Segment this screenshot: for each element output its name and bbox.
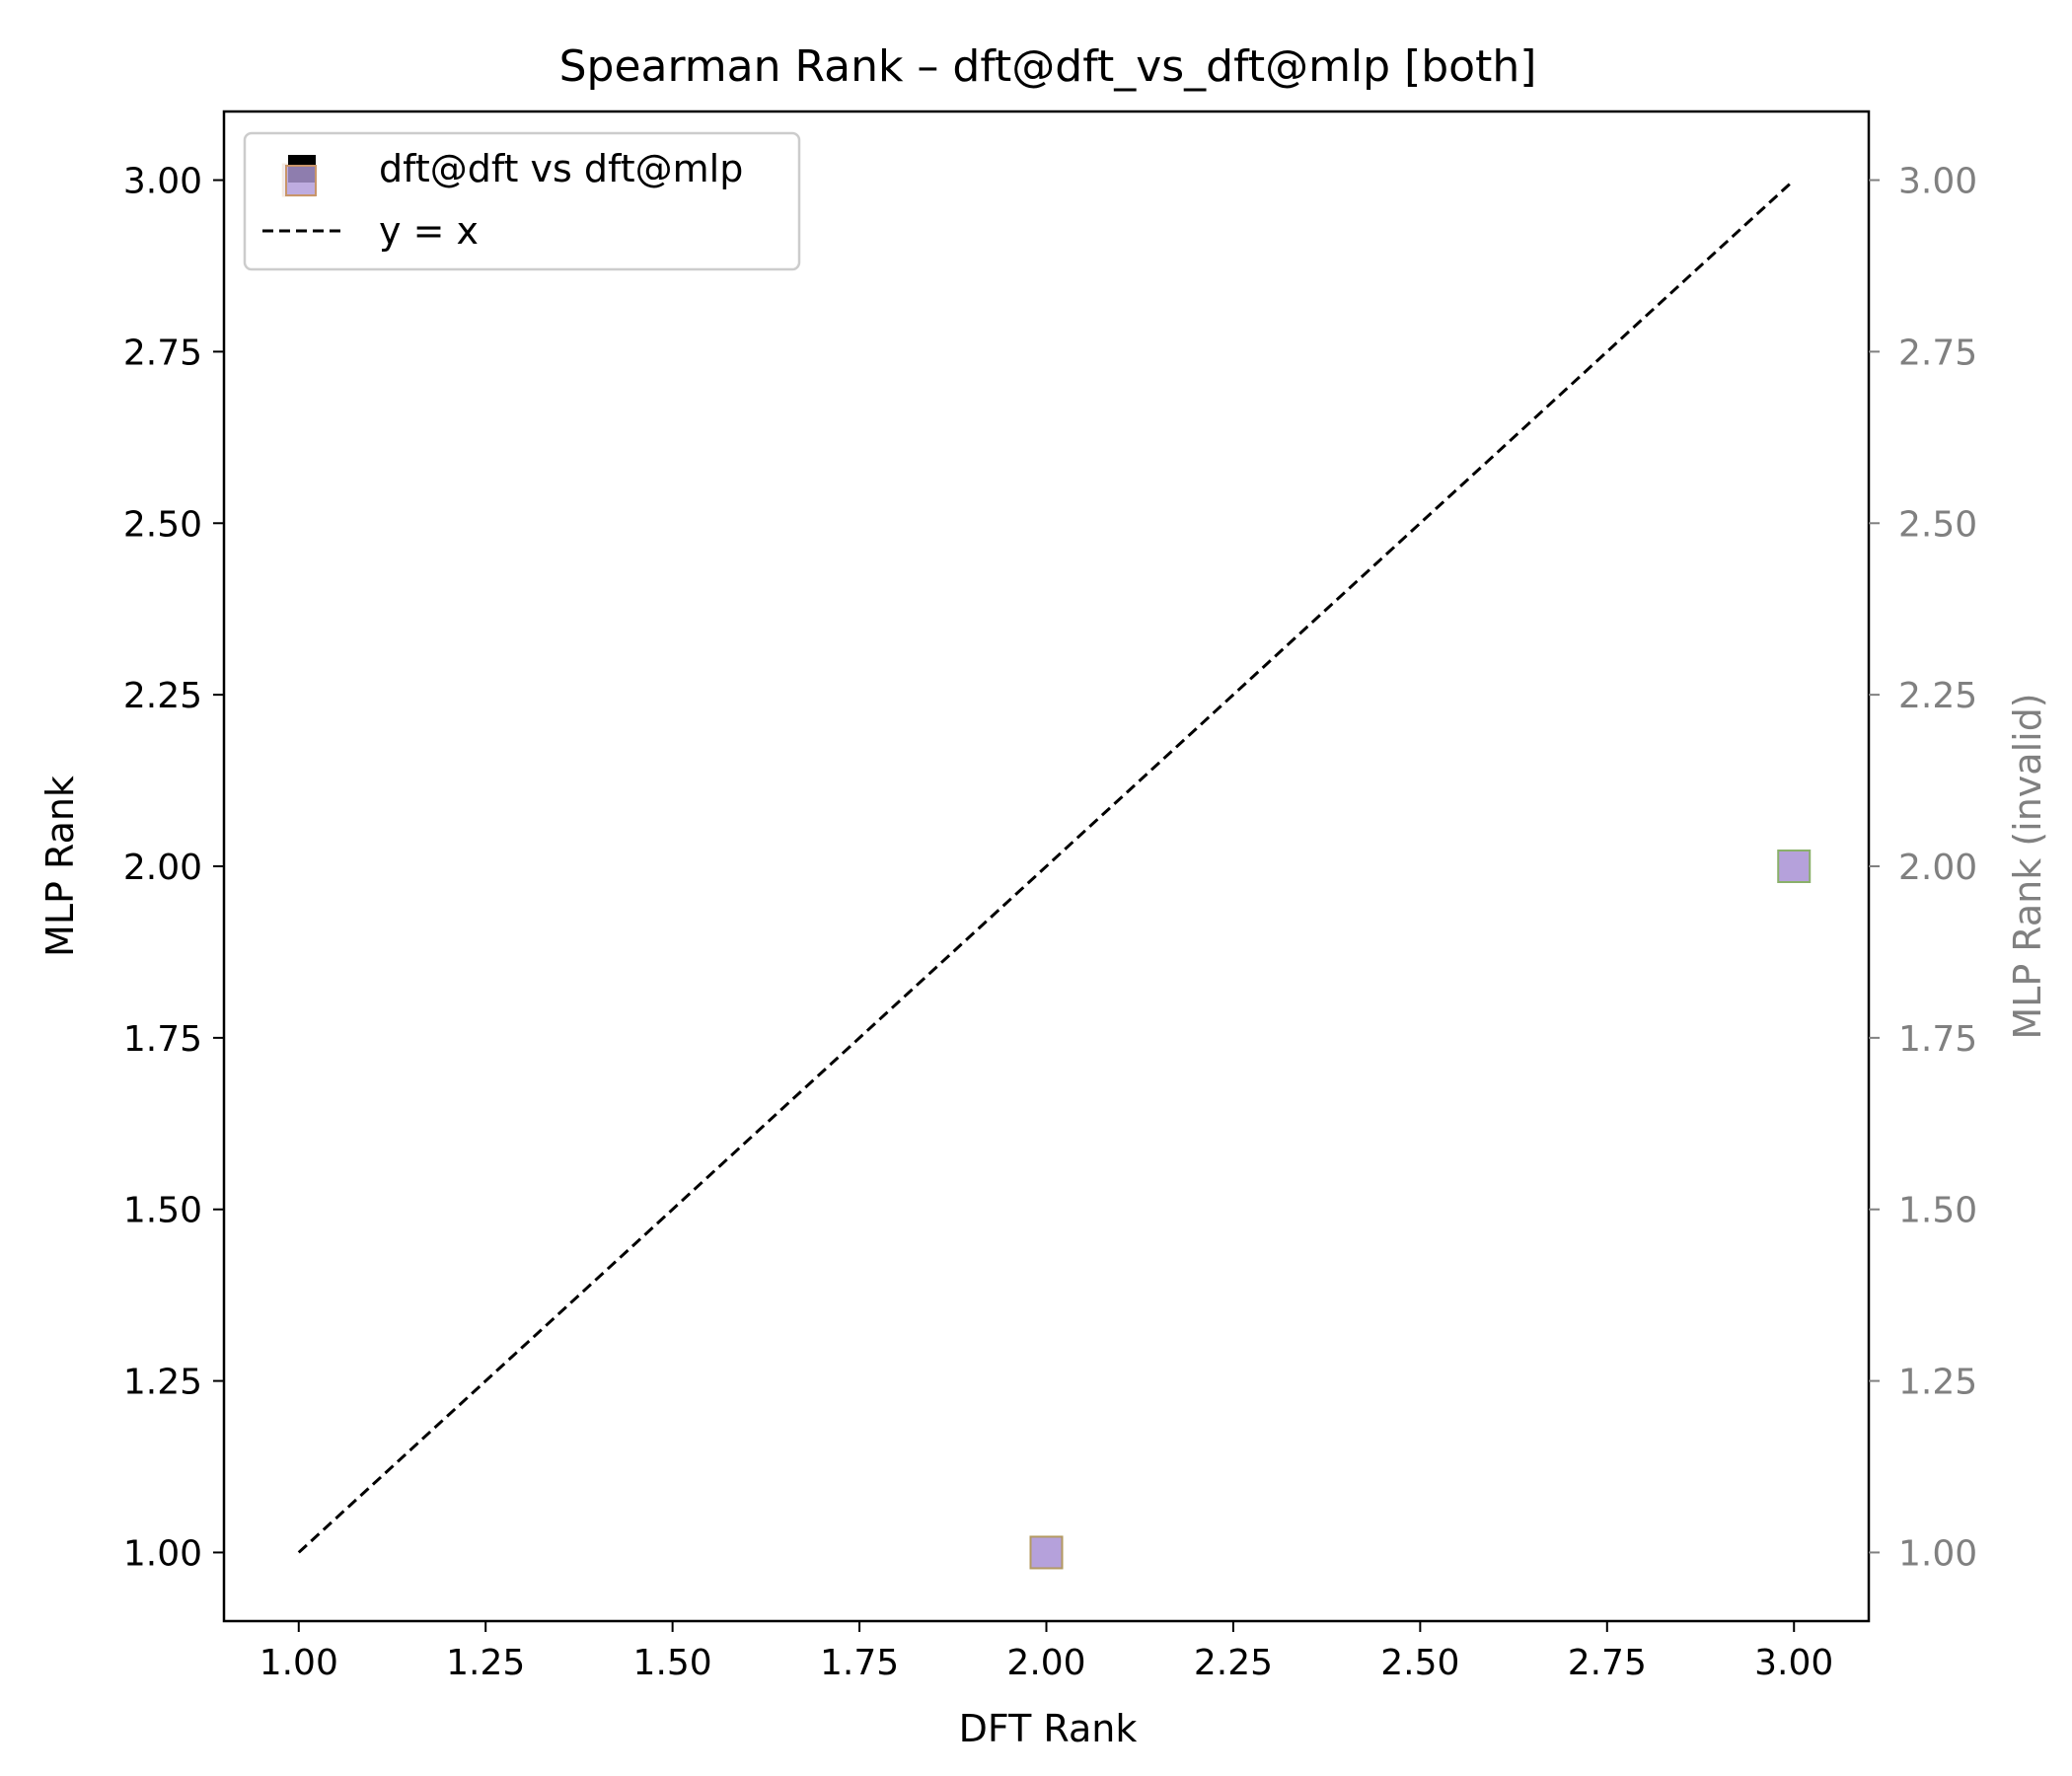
y-right-tick-label: 3.00 — [1898, 162, 1977, 202]
scatter-point — [1777, 850, 1812, 883]
y-tick-label: 3.00 — [123, 162, 202, 202]
x-tick-label: 1.75 — [820, 1643, 899, 1683]
scatter-point — [1029, 1535, 1064, 1570]
y-tick-label: 1.25 — [123, 1363, 202, 1403]
legend-box — [243, 131, 801, 271]
y-right-tick-label: 1.75 — [1898, 1019, 1977, 1060]
legend-scatter-marker — [285, 155, 317, 196]
y-axis-label: MLP Rank — [38, 776, 82, 957]
x-axis-label: DFT Rank — [959, 1707, 1138, 1750]
y-right-tick-label: 2.25 — [1898, 676, 1977, 716]
x-tick-label: 2.50 — [1380, 1643, 1459, 1683]
y-tick-label: 1.50 — [123, 1191, 202, 1231]
x-tick-label: 2.75 — [1568, 1643, 1647, 1683]
chart-title: Spearman Rank – dft@dft_vs_dft@mlp [both… — [559, 41, 1537, 92]
y-right-tick-label: 1.00 — [1898, 1533, 1977, 1574]
y-tick-label: 2.50 — [123, 504, 202, 545]
legend-label-line: y = x — [379, 209, 479, 253]
x-tick-label: 3.00 — [1754, 1643, 1833, 1683]
x-tick-label: 2.25 — [1194, 1643, 1273, 1683]
legend-label-scatter: dft@dft vs dft@mlp — [379, 147, 743, 190]
y-tick-label: 2.75 — [123, 333, 202, 373]
y-axis: 1.00 1.25 1.50 1.75 2.00 2.25 2.50 2.75 3.00 — [123, 162, 224, 1574]
y-axis-right-label: MLP Rank (invalid) — [2006, 693, 2049, 1039]
x-tick-label: 1.50 — [633, 1643, 712, 1683]
x-tick-label: 1.25 — [446, 1643, 525, 1683]
legend: dft@dft vs dft@mlp y = x — [243, 131, 801, 271]
y-tick-label: 1.75 — [123, 1019, 202, 1060]
y-axis-right: 1.00 1.25 1.50 1.75 2.00 2.25 2.50 2.75 3.00 — [1869, 162, 1977, 1574]
identity-line — [297, 179, 1796, 1554]
y-tick-label: 1.00 — [123, 1533, 202, 1574]
y-right-tick-label: 2.50 — [1898, 504, 1977, 545]
y-right-tick-label: 1.50 — [1898, 1191, 1977, 1231]
x-tick-label: 2.00 — [1006, 1643, 1085, 1683]
x-tick-label: 1.00 — [259, 1643, 338, 1683]
y-right-tick-label: 2.75 — [1898, 333, 1977, 373]
y-tick-label: 2.00 — [123, 848, 202, 888]
y-tick-label: 2.25 — [123, 676, 202, 716]
y-right-tick-label: 1.25 — [1898, 1363, 1977, 1403]
y-right-tick-label: 2.00 — [1898, 848, 1977, 888]
x-axis: 1.00 1.25 1.50 1.75 2.00 2.25 2.50 2.75 3.00 — [259, 1621, 1833, 1683]
